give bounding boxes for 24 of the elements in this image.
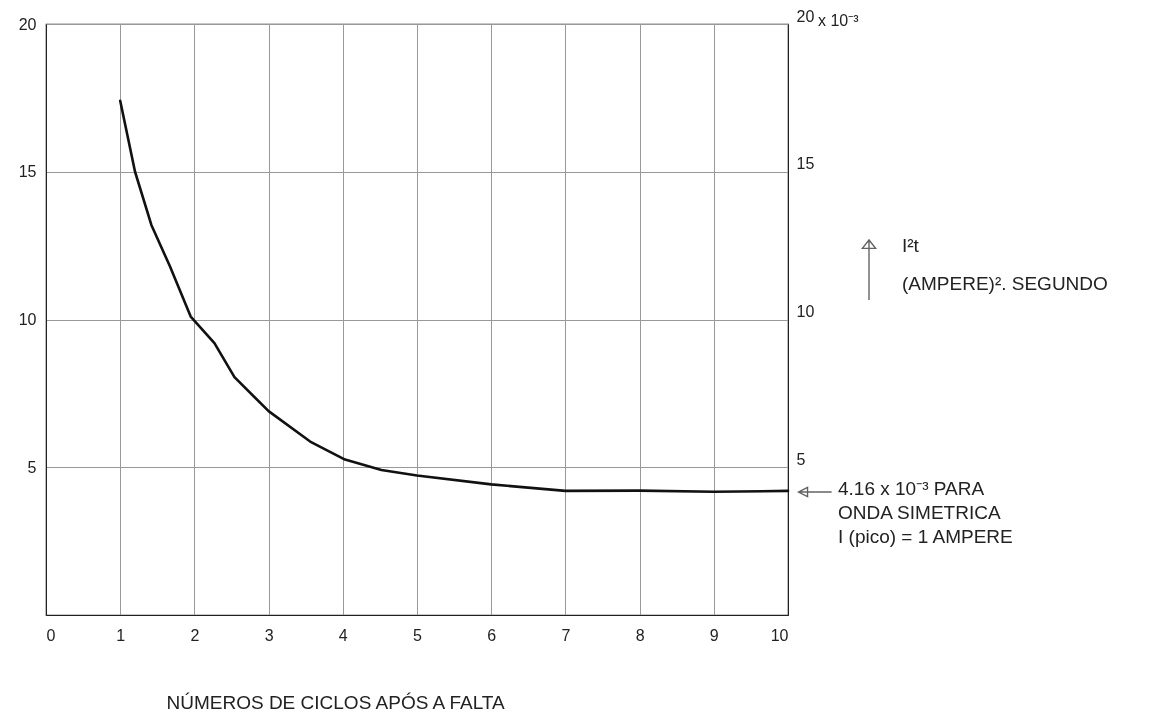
text: x 10⁻³	[818, 12, 860, 29]
y2-tick-label: 15	[796, 155, 815, 173]
x-tick-label: 10	[770, 626, 789, 644]
x-tick-label: 3	[264, 626, 274, 644]
y2-axis-title: I²t (AMPERE)². SEGUNDO	[902, 235, 1108, 294]
y2-tick-label: 20	[796, 7, 815, 25]
x-tick-label: 2	[190, 626, 200, 644]
y2-tick-label: 5	[796, 450, 806, 468]
x-tick-label: 5	[413, 626, 423, 644]
x-tick-label: 4	[338, 626, 348, 644]
y-tick-label: 20	[18, 15, 37, 33]
y-tick-label: 15	[18, 163, 37, 181]
x-tick-label: 0	[46, 626, 56, 644]
x-tick-label: 6	[487, 626, 497, 644]
y2-tick-label: 10	[796, 303, 815, 320]
x-tick-label: 8	[635, 626, 645, 644]
x-axis-title: NÚMEROS DE CICLOS APÓS A FALTA	[166, 691, 506, 713]
x-tick-label: 7	[561, 626, 571, 644]
annotation: 4.16 x 10⁻³ PARA ONDA SIMETRICA I (pico) = 1 AMPERE	[838, 478, 1013, 548]
y-tick-label: 10	[18, 311, 37, 328]
x-tick-label: 9	[709, 626, 719, 644]
y-tick-label: 5	[27, 458, 37, 476]
line-series	[118, 99, 790, 494]
x-tick-label: 1	[116, 626, 126, 644]
